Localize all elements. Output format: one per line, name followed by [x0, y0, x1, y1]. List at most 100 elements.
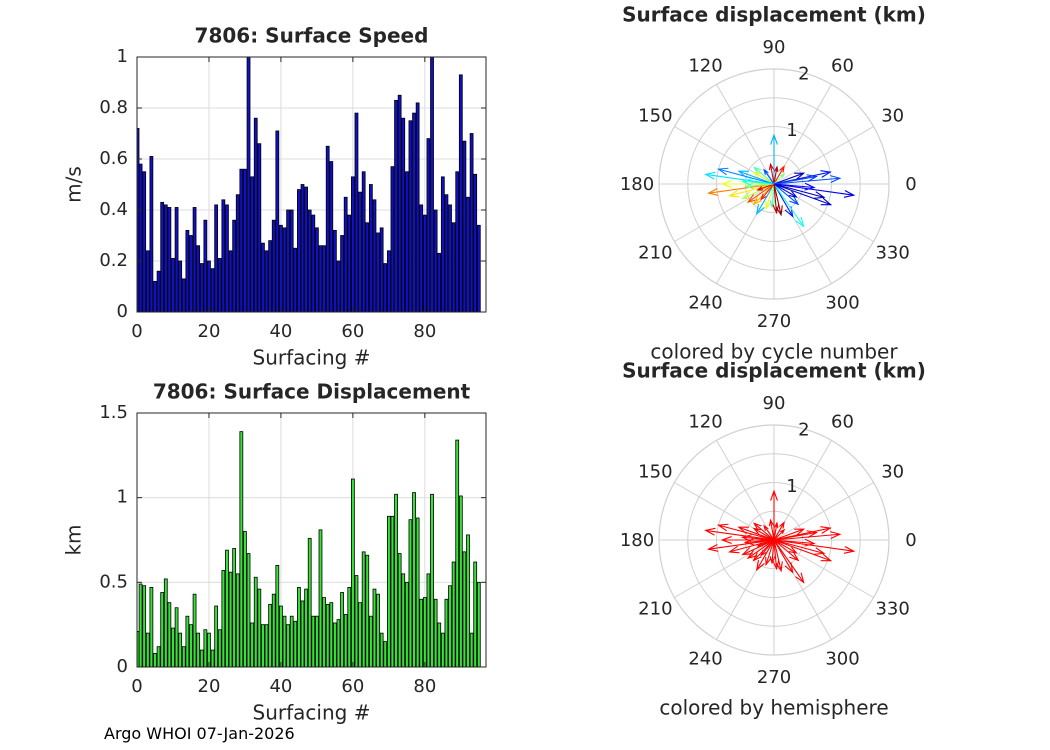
data-bar: [379, 227, 384, 313]
y-tick-label: 0: [117, 656, 128, 677]
data-bar: [419, 598, 424, 668]
displacement-vector: [773, 529, 785, 541]
data-bar: [163, 204, 168, 313]
x-tick-label: 0: [131, 676, 142, 697]
displacement-vector: [773, 166, 785, 185]
polar-angle-label: 300: [825, 649, 859, 670]
polar-angle-label: 150: [638, 462, 672, 483]
data-bar: [192, 207, 197, 313]
displacement-vector: [773, 539, 805, 583]
data-bar: [203, 629, 208, 668]
polar-spoke: [674, 539, 775, 598]
displacement-vector: [760, 539, 775, 556]
displacement-arrowhead: [806, 530, 819, 538]
displacement-arrowhead: [769, 200, 776, 209]
data-bar: [221, 199, 226, 313]
displacement-vector: [773, 183, 797, 198]
polar-radius-label: 2: [798, 64, 809, 85]
data-bar: [404, 581, 409, 668]
displacement-arrowhead: [760, 549, 767, 557]
data-bar: [358, 191, 362, 313]
data-bar: [430, 56, 434, 313]
data-bar: [315, 615, 319, 668]
data-bar: [383, 641, 388, 668]
displacement-arrowhead: [779, 521, 785, 529]
data-bar: [228, 571, 233, 668]
data-bar: [401, 573, 406, 668]
data-bar: [293, 247, 298, 313]
axes-box: [136, 56, 487, 313]
data-bar: [426, 138, 431, 313]
data-bar: [361, 551, 366, 668]
displacement-vector: [756, 539, 775, 571]
displacement-arrowhead: [740, 178, 752, 186]
data-bar: [476, 224, 481, 313]
displacement-arrowhead: [752, 171, 761, 179]
data-bar: [466, 534, 470, 668]
displacement-vector: [757, 183, 775, 191]
data-bar: [397, 94, 402, 313]
displacement-arrowhead: [728, 545, 740, 554]
data-bar: [189, 624, 193, 668]
data-bar: [473, 561, 478, 668]
displacement-arrowhead: [763, 524, 769, 532]
data-bar: [171, 258, 175, 313]
polar-angle-label: 0: [905, 174, 916, 195]
displacement-vector: [773, 173, 785, 185]
displacement-vector: [753, 166, 775, 185]
data-bar: [390, 166, 395, 313]
displacement-arrowhead: [813, 547, 826, 555]
data-bar: [318, 245, 323, 313]
displacement-vector: [773, 172, 804, 185]
y-tick-label: 0.8: [99, 97, 128, 118]
data-bar: [160, 201, 165, 313]
data-bar: [376, 593, 380, 668]
footer-credit: Argo WHOI 07-Jan-2026: [104, 724, 295, 743]
displacement-arrowhead: [752, 527, 761, 535]
data-bar: [286, 209, 290, 313]
displacement-arrowhead: [720, 180, 732, 188]
displacement-vector: [773, 522, 785, 541]
displacement-arrowhead: [788, 190, 798, 198]
y-tick-label: 1: [117, 46, 128, 67]
displacement-vector: [753, 172, 775, 185]
displacement-vector: [773, 539, 797, 554]
displacement-arrowhead: [765, 200, 772, 211]
polar-angle-label: 120: [688, 55, 722, 76]
displacement-arrowhead: [804, 182, 816, 191]
displacement-arrowhead: [716, 523, 729, 532]
displacement-arrowhead: [746, 194, 758, 204]
displacement-arrowhead: [752, 522, 762, 531]
displacement-vector: [708, 539, 775, 550]
data-bar: [268, 240, 272, 313]
data-bar: [268, 603, 272, 668]
displacement-vector: [773, 539, 831, 562]
data-bar: [243, 168, 247, 313]
polar-caption: colored by hemisphere: [659, 696, 888, 720]
data-bar: [181, 278, 186, 313]
data-bar: [225, 549, 229, 668]
displacement-vector: [773, 539, 782, 571]
data-bar: [397, 553, 402, 668]
displacement-vector: [773, 522, 778, 541]
data-bar: [246, 56, 251, 313]
data-bar: [246, 553, 251, 668]
data-bar: [444, 194, 449, 313]
displacement-arrowhead: [789, 551, 800, 562]
data-bar: [433, 598, 438, 668]
displacement-arrowhead: [820, 170, 832, 178]
displacement-vector: [773, 528, 804, 541]
displacement-vector: [718, 168, 775, 185]
data-bar: [225, 204, 229, 313]
polar-cycle-chart: 0 30 60 90 120 150 180 210 240 270 300 330 1 2 Surface…: [620, 3, 926, 364]
polar-radius-label: 1: [786, 120, 797, 141]
data-bar: [167, 602, 172, 668]
data-bar: [329, 602, 334, 668]
displacement-arrowhead: [752, 196, 762, 206]
data-bar: [235, 573, 240, 668]
data-bar: [347, 214, 352, 313]
polar-spoke: [773, 482, 874, 541]
data-bar: [404, 171, 409, 313]
displacement-arrowhead: [843, 546, 856, 554]
data-bar: [235, 194, 240, 313]
